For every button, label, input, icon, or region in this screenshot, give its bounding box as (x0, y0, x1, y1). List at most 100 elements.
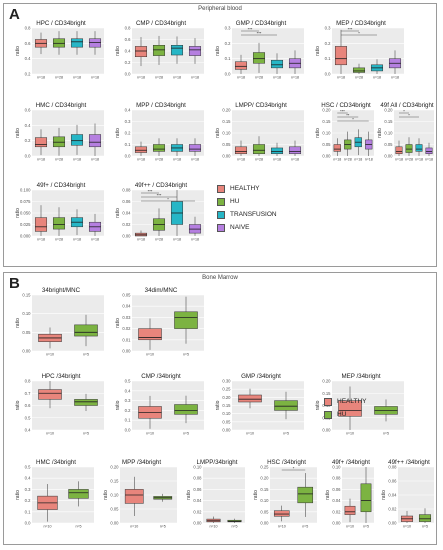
y-tick-label: 0.4 (25, 428, 31, 433)
group-count-label: n=18 (191, 158, 199, 162)
subplot-title: 34dim/MNC (145, 287, 178, 294)
box-healthy (134, 146, 148, 153)
group-count-label: n=18 (37, 158, 45, 162)
subplot-title: 34bright/MNC (42, 287, 81, 294)
group-count-label: n=10 (146, 353, 154, 357)
panel-a-title: Peripheral blood (198, 6, 242, 12)
y-tick-label: 0.10 (193, 465, 202, 470)
subplot-title: CMP /34bright (141, 373, 181, 380)
subplot-a-49f-all-cd34bright: 49f All / CD34bright 0.00 0.05 0.10 0.15 0.20… (377, 102, 434, 162)
group-count-label: n=18 (191, 76, 199, 80)
y-tick-label: 0.0 (125, 72, 131, 77)
y-tick-label: 0.2 (125, 60, 131, 65)
group-count-label: n=18 (391, 76, 399, 80)
subplot-title: HSC /34bright (267, 459, 306, 466)
significance-label: *** (257, 31, 262, 36)
group-count-label: n=18 (73, 158, 81, 162)
y-tick-label: 0.05 (222, 419, 231, 424)
y-tick-label: 0.6 (25, 108, 31, 113)
y-tick-label: 0.20 (322, 108, 331, 113)
group-count-label: n=28 (55, 76, 63, 80)
y-tick-label: 0.2 (125, 408, 131, 413)
group-count-label: n=18 (425, 158, 433, 162)
y-tick-label: 0.0 (125, 428, 131, 433)
significance-label: ** (346, 113, 350, 118)
y-tick-label: 0.05 (122, 293, 131, 298)
y-tick-label: 0.0 (25, 154, 31, 159)
y-tick-label: 0.0 (325, 72, 331, 77)
subplot-title: 49f+ /34bright (332, 459, 370, 466)
y-tick-label: 0.8 (125, 26, 131, 31)
y-tick-label: 0.20 (260, 476, 269, 481)
group-count-label: n=18 (73, 76, 81, 80)
group-count-label: n=18 (273, 158, 281, 162)
group-count-label: n=10 (278, 525, 286, 529)
y-tick-label: 0.100 (20, 188, 31, 193)
y-tick-label: 0.0 (25, 521, 31, 526)
y-axis-label: ratio (115, 318, 121, 328)
subplot-a-cmp-cd34bright: CMP / CD34bright 0.0 0.2 0.4 0.6 0.8 ratio n=18… (115, 20, 204, 80)
group-count-label: n=18 (354, 158, 362, 162)
box-healthy (234, 61, 248, 70)
significance-label: *** (348, 27, 353, 32)
y-tick-label: 0.20 (222, 108, 231, 113)
y-axis-label: ratio (377, 128, 383, 138)
box-hu (74, 324, 98, 337)
group-count-label: n=10 (46, 353, 54, 357)
y-tick-label: 0.06 (193, 487, 202, 492)
y-tick-label: 0.00 (222, 154, 231, 159)
y-tick-label: 0.04 (332, 498, 341, 503)
y-axis-label: ratio (15, 400, 21, 410)
box-transfusion (270, 59, 284, 69)
y-tick-label: 0.00 (222, 428, 231, 433)
group-count-label: n=18 (333, 158, 341, 162)
y-tick-label: 0.6 (25, 403, 31, 408)
group-count-label: n=5 (383, 432, 389, 436)
y-tick-label: 0.2 (25, 498, 31, 503)
y-tick-label: 0.05 (384, 142, 393, 147)
group-count-label: n=18 (395, 158, 403, 162)
subplot-title: 49f++ /34bright (388, 459, 430, 466)
legend-swatch-transfusion (217, 210, 225, 219)
group-count-label: n=10 (209, 525, 217, 529)
group-count-label: n=18 (91, 76, 99, 80)
y-tick-label: 0.0 (125, 154, 131, 159)
y-tick-label: 0.1 (25, 509, 31, 514)
group-count-label: n=18 (37, 238, 45, 242)
group-count-label: n=18 (291, 158, 299, 162)
y-tick-label: 0.5 (25, 465, 31, 470)
panel-a-legend: HEALTHY HU TRANSFUSION NAIVE (217, 182, 277, 234)
panel-b-legend: HEALTHY HU (324, 395, 367, 421)
y-axis-label: ratio (15, 46, 21, 56)
subplot-title: MEP / CD34bright (336, 20, 386, 27)
box-naive (288, 146, 302, 154)
significance-label: * (358, 31, 360, 36)
box-healthy (344, 505, 356, 515)
y-tick-label: 0.02 (388, 507, 397, 512)
box-hu (174, 404, 198, 415)
plot-background (32, 110, 104, 156)
y-axis-label: ratio (15, 490, 21, 500)
significance-label: * (167, 197, 169, 202)
y-tick-label: 0.03 (122, 315, 131, 320)
box-healthy (124, 489, 144, 504)
y-axis-label: ratio (215, 128, 221, 138)
group-count-label: n=18 (173, 238, 181, 242)
y-tick-label: 0.05 (260, 509, 269, 514)
group-count-label: n=18 (37, 76, 45, 80)
y-tick-label: 0.01 (122, 337, 131, 342)
y-tick-label: 0.00 (322, 154, 331, 159)
subplot-title: GMP / CD34bright (236, 20, 287, 27)
box-transfusion (270, 147, 284, 154)
group-count-label: n=5 (83, 432, 89, 436)
y-tick-label: 0.4 (25, 123, 31, 128)
y-tick-label: 0.8 (25, 379, 31, 384)
subplot-b-49f-34bright: 49f++ /34bright 0.00 0.02 0.04 0.06 0.08 ratio… (381, 459, 434, 529)
y-tick-label: 0.6 (125, 37, 131, 42)
group-count-label: n=28 (55, 238, 63, 242)
box-healthy (138, 328, 162, 341)
box-healthy (34, 217, 48, 232)
subplot-a-mpp-cd34bright: MPP / CD34bright 0.0 0.1 0.2 0.3 0.4 ratio n=18… (115, 102, 204, 162)
group-count-label: n=28 (55, 158, 63, 162)
